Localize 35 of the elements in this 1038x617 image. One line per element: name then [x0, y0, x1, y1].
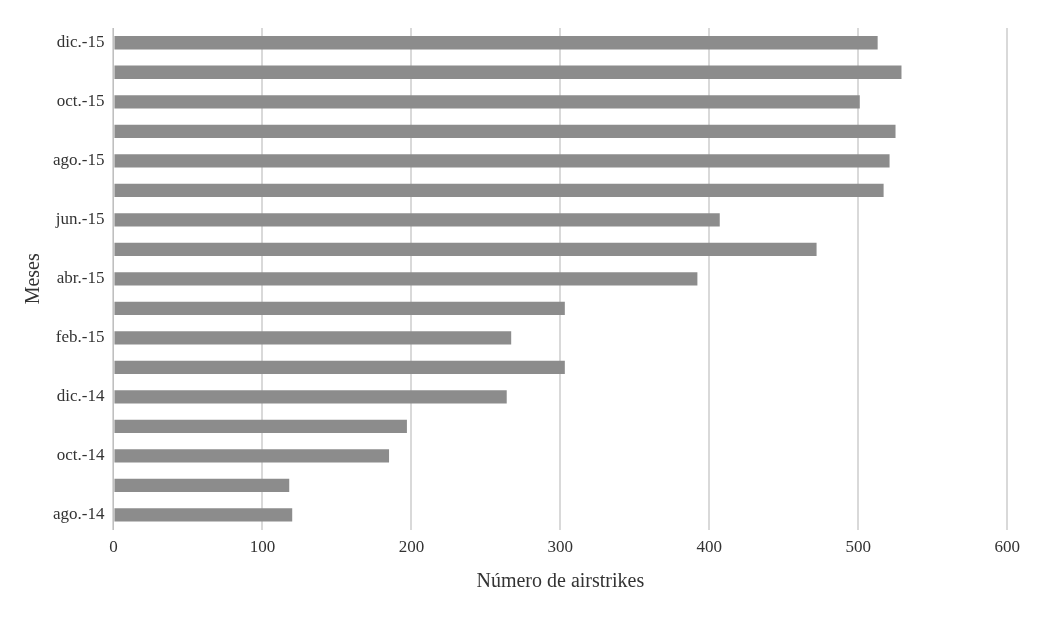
bar — [114, 242, 817, 256]
bar — [114, 478, 290, 492]
x-tick-label: 400 — [696, 537, 723, 557]
x-tick-label: 500 — [845, 537, 872, 557]
y-tick-label: feb.-15 — [55, 327, 105, 347]
bar — [114, 95, 860, 109]
x-tick-label: 600 — [994, 537, 1020, 557]
y-axis-title: Meses — [21, 253, 44, 305]
bar — [114, 508, 293, 522]
x-tick-label: 300 — [547, 537, 574, 557]
bar — [114, 419, 407, 433]
bar — [114, 183, 884, 197]
bar — [114, 360, 565, 374]
bar — [114, 124, 896, 138]
y-tick-label: oct.-15 — [56, 91, 105, 111]
bar — [114, 36, 878, 50]
y-tick-label: dic.-14 — [56, 386, 105, 406]
y-tick-label: ago.-15 — [52, 150, 105, 170]
x-tick-label: 0 — [109, 537, 118, 557]
y-tick-label: oct.-14 — [56, 445, 105, 465]
y-tick-label: abr.-15 — [56, 268, 105, 288]
y-tick-label: jun.-15 — [54, 209, 105, 229]
x-tick-label: 200 — [398, 537, 425, 557]
y-tick-label: ago.-14 — [52, 504, 105, 524]
x-axis-title: Número de airstrikes — [476, 569, 645, 592]
x-tick-label: 100 — [249, 537, 276, 557]
bar — [114, 390, 507, 404]
bar — [114, 301, 565, 315]
y-tick-label: dic.-15 — [56, 32, 105, 52]
bar — [114, 65, 902, 79]
bar — [114, 449, 390, 463]
bar — [114, 213, 720, 227]
bar — [114, 154, 890, 168]
bar — [114, 331, 512, 345]
bar — [114, 272, 698, 286]
